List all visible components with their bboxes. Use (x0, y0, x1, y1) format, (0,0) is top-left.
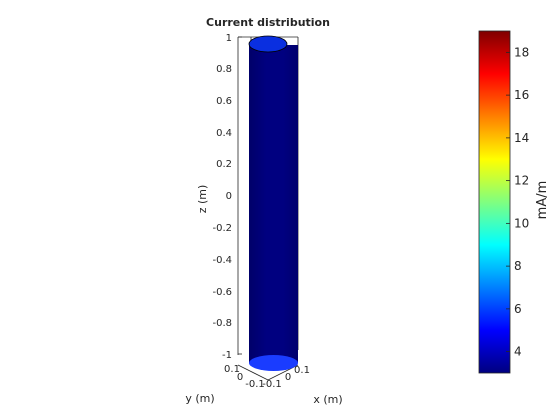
colorbar-strip (478, 30, 511, 374)
x-axis-label: x (m) (313, 393, 342, 406)
box-bottom-y (237, 364, 269, 381)
z-tick-label: 0 (226, 191, 232, 202)
x-tick-label: 0.1 (294, 365, 310, 376)
y-tick-label: -0.1 (245, 379, 265, 390)
z-tick-label: 0.4 (216, 128, 232, 139)
colorbar-label: mA/m (535, 181, 550, 220)
colorbar-tick-label: 14 (514, 131, 529, 145)
z-tick-label: -0.8 (212, 318, 232, 329)
colorbar-tick-label: 18 (514, 45, 529, 59)
cylinder-shading (249, 45, 298, 363)
colorbar-ticks: 4 6 8 10 12 14 16 18 (506, 45, 529, 359)
cylinder-bottom-cap (249, 355, 298, 371)
colorbar: 4 6 8 10 12 14 16 18 mA/m (478, 30, 550, 374)
colorbar-tick-label: 4 (514, 345, 522, 359)
z-tick-label: -1 (222, 350, 232, 361)
y-tick-label: 0 (237, 372, 243, 383)
z-tick-label: -0.4 (212, 255, 232, 266)
z-tick-label: -0.6 (212, 287, 232, 298)
colorbar-tick-label: 12 (514, 174, 529, 188)
colorbar-tick-label: 6 (514, 302, 522, 316)
cylinder-surface (248, 35, 298, 371)
cylinder-top-cap (248, 35, 288, 53)
x-tick-label: -0.1 (262, 379, 282, 390)
x-ticks: -0.1 0 0.1 (262, 365, 310, 390)
y-tick-label: 0.1 (224, 364, 240, 375)
chart-title: Current distribution (206, 16, 330, 29)
y-axis-label: y (m) (185, 392, 214, 405)
y-ticks: 0.1 0 -0.1 (224, 364, 265, 390)
colorbar-tick-label: 8 (514, 259, 522, 273)
z-axis-label: z (m) (196, 185, 209, 214)
z-tick-label: -0.2 (212, 223, 232, 234)
z-tick-label: 0.2 (216, 159, 232, 170)
z-tick-label: 0.6 (216, 96, 232, 107)
z-tick-label: 0.8 (216, 64, 232, 75)
x-tick-label: 0 (285, 372, 291, 383)
colorbar-tick-label: 10 (514, 216, 529, 230)
z-ticks: -1 -0.8 -0.6 -0.4 -0.2 0 0.2 0.4 0.6 0.8… (212, 33, 242, 361)
colorbar-tick-label: 16 (514, 88, 529, 102)
z-tick-label: 1 (226, 33, 232, 44)
